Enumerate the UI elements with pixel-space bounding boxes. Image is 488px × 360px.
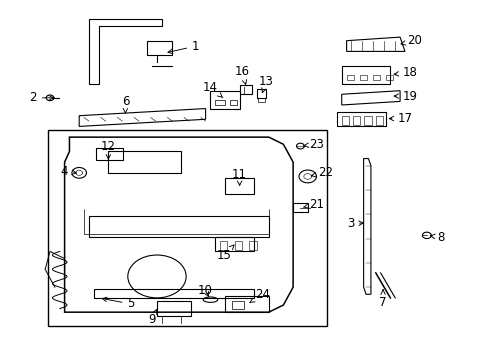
Text: 10: 10 xyxy=(198,284,213,297)
Text: 5: 5 xyxy=(102,297,135,310)
Bar xyxy=(249,241,256,249)
Text: 12: 12 xyxy=(101,140,116,159)
Text: 24: 24 xyxy=(249,288,270,302)
Bar xyxy=(47,130,326,327)
Bar xyxy=(341,116,348,125)
Text: 19: 19 xyxy=(393,90,416,103)
Text: 8: 8 xyxy=(430,231,444,244)
Bar xyxy=(108,152,181,173)
Bar xyxy=(224,178,254,194)
Bar xyxy=(220,241,227,249)
Text: 1: 1 xyxy=(167,40,199,54)
Bar xyxy=(341,66,389,84)
Bar xyxy=(157,301,191,316)
Text: 2: 2 xyxy=(29,91,53,104)
Text: 3: 3 xyxy=(346,217,363,230)
Bar xyxy=(229,100,237,105)
Bar xyxy=(359,75,366,80)
Bar xyxy=(375,116,382,125)
Bar xyxy=(258,98,264,102)
Text: 20: 20 xyxy=(400,34,421,47)
Text: 15: 15 xyxy=(216,245,234,261)
Bar xyxy=(147,41,171,55)
Text: 18: 18 xyxy=(393,66,416,79)
Bar xyxy=(224,296,268,312)
Text: 21: 21 xyxy=(303,198,323,211)
Bar xyxy=(96,148,122,160)
Bar xyxy=(346,75,353,80)
Text: 6: 6 xyxy=(122,95,129,113)
Bar xyxy=(372,75,379,80)
Bar xyxy=(385,75,392,80)
Bar xyxy=(215,237,254,251)
Text: 4: 4 xyxy=(61,165,76,177)
Bar xyxy=(292,203,307,212)
Bar xyxy=(215,100,224,105)
Bar xyxy=(256,89,266,98)
Bar xyxy=(232,301,244,309)
Text: 22: 22 xyxy=(311,166,332,179)
Text: 14: 14 xyxy=(203,81,223,98)
Text: 16: 16 xyxy=(234,64,249,84)
Text: 9: 9 xyxy=(148,310,157,326)
Bar xyxy=(364,116,371,125)
Bar xyxy=(94,289,254,298)
Bar xyxy=(336,112,385,126)
Text: 13: 13 xyxy=(259,75,273,93)
Text: 23: 23 xyxy=(303,138,323,151)
Bar xyxy=(352,116,360,125)
Bar xyxy=(239,85,251,94)
Text: 7: 7 xyxy=(379,290,386,309)
Text: 11: 11 xyxy=(232,168,246,185)
Text: 17: 17 xyxy=(388,112,411,125)
Bar xyxy=(234,241,242,249)
Bar xyxy=(210,91,239,109)
